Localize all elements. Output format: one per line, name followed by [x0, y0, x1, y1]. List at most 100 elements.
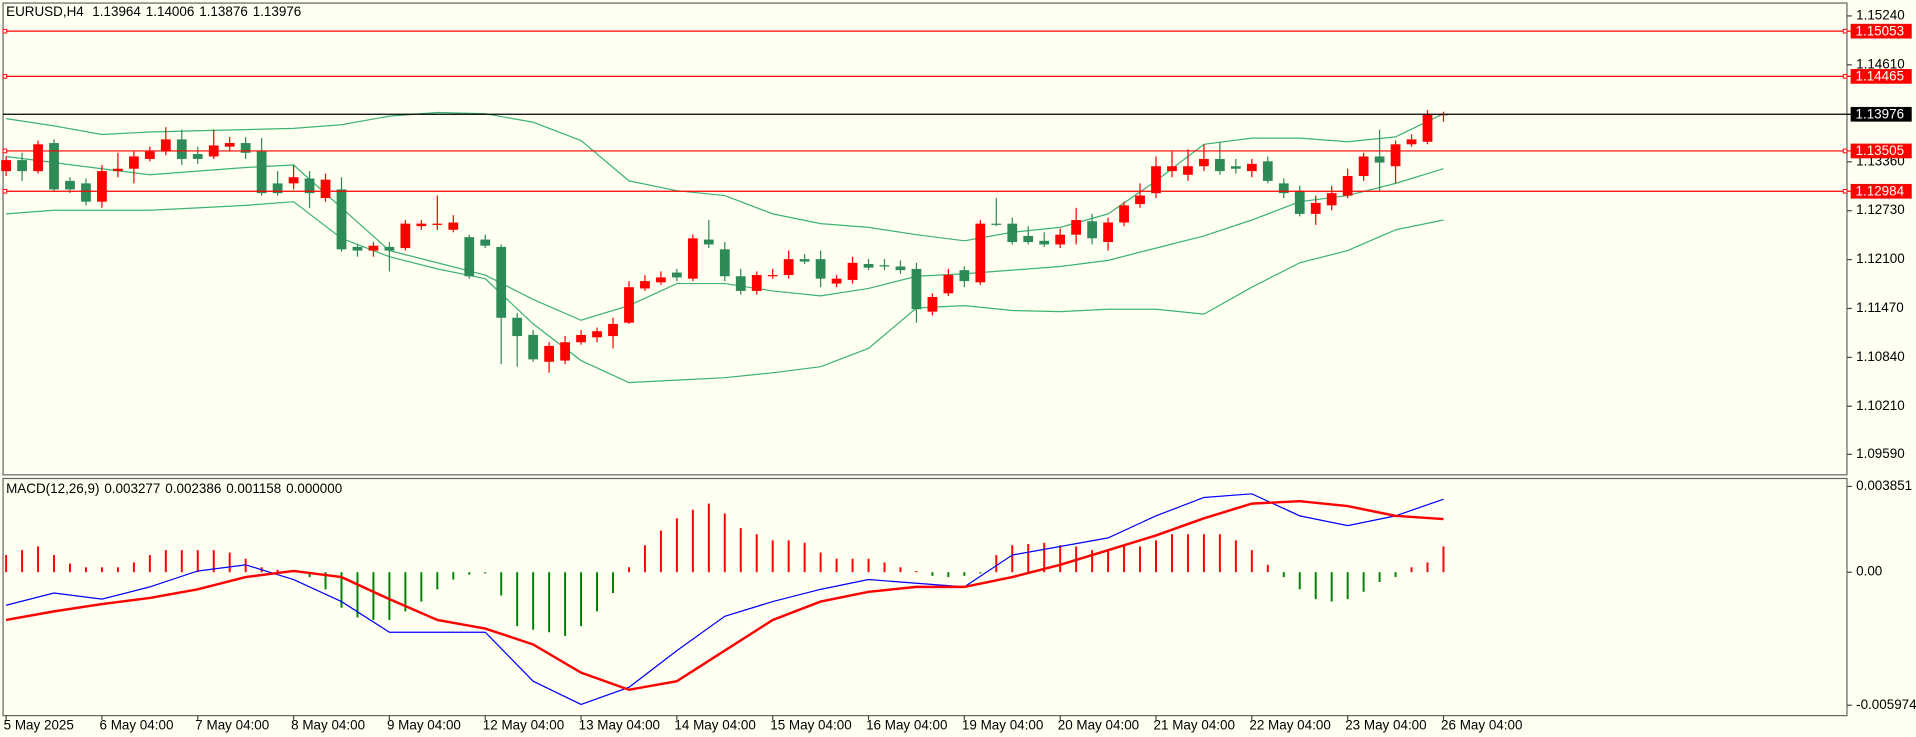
candle-body [176, 139, 187, 159]
x-tick-label: 5 May 2025 [4, 718, 74, 733]
candle-body [81, 183, 91, 202]
macd-signal-readout: 0.002386 [165, 480, 221, 495]
candle-body [1151, 166, 1161, 194]
x-tick-label: 22 May 04:00 [1249, 718, 1330, 733]
level-anchor [1842, 28, 1848, 34]
candle-body [1199, 158, 1209, 167]
candle-body [592, 331, 602, 338]
y-tick-label: 0.00 [1856, 564, 1882, 579]
candle-body [128, 156, 139, 169]
candle-body [352, 246, 363, 251]
candle-body [192, 154, 203, 159]
level-label: 1.12984 [1856, 183, 1905, 198]
x-tick-label: 13 May 04:00 [579, 718, 660, 733]
candle-body [1390, 144, 1401, 167]
candle-body [144, 151, 155, 159]
candle-body [1183, 166, 1193, 175]
y-tick-label: 1.12730 [1856, 202, 1905, 217]
candle-body [1374, 156, 1385, 163]
high-readout: 1.14006 [146, 4, 195, 19]
open-readout: 1.13964 [92, 4, 141, 19]
candle-body [384, 246, 395, 251]
candle-body [1278, 183, 1289, 194]
x-tick-label: 15 May 04:00 [770, 718, 851, 733]
x-tick-label: 26 May 04:00 [1441, 718, 1522, 733]
candle-body [656, 277, 666, 283]
candle-body [847, 262, 858, 280]
candle-body [560, 342, 570, 361]
candle-body [288, 177, 299, 184]
x-tick-label: 21 May 04:00 [1154, 718, 1235, 733]
close-readout: 1.13976 [253, 4, 302, 19]
x-tick-label: 23 May 04:00 [1345, 718, 1426, 733]
x-tick-label: 12 May 04:00 [483, 718, 564, 733]
x-tick-label: 16 May 04:00 [866, 718, 947, 733]
price-header: EURUSD,H4 1.13964 1.14006 1.13876 1.13976 [6, 4, 301, 19]
candle-body [17, 160, 27, 172]
candle-body [1230, 166, 1241, 169]
candle-body [496, 246, 507, 318]
macd-extra-readout: 0.000000 [286, 480, 342, 495]
macd-main-line [5, 493, 1444, 706]
macd-hist-readout: 0.001158 [226, 480, 281, 495]
low-readout: 1.13876 [199, 4, 248, 19]
bid-label: 1.13976 [1856, 106, 1905, 121]
candle-body [767, 275, 778, 277]
candle-body [368, 245, 379, 251]
candle-body [464, 237, 475, 277]
candle-body [224, 143, 235, 147]
candle-body [959, 270, 970, 282]
candle-body [831, 278, 842, 284]
candle-body [1135, 195, 1145, 205]
x-tick-label: 14 May 04:00 [674, 718, 755, 733]
candle-body [1119, 205, 1129, 223]
y-tick-label: 1.15240 [1856, 7, 1905, 22]
candle-body [863, 264, 874, 268]
candle-body [1, 160, 11, 172]
level-anchor [2, 74, 8, 79]
bid-label-box [1850, 106, 1912, 122]
x-tick-label: 9 May 04:00 [387, 718, 461, 733]
candle-body [1087, 221, 1098, 239]
candle-body [1214, 158, 1225, 172]
candle-body [719, 249, 730, 277]
y-tick-label: 1.11470 [1856, 300, 1904, 315]
candle-body [751, 275, 762, 291]
candle-body [671, 272, 682, 278]
candle-body [1294, 190, 1305, 214]
candle-body [1055, 234, 1066, 245]
candle-body [640, 281, 650, 289]
y-tick-label: 0.003851 [1856, 478, 1912, 493]
candle-body [528, 334, 539, 360]
y-tick-label: 1.10840 [1856, 349, 1905, 364]
y-tick-label: 1.09590 [1856, 446, 1905, 461]
x-tick-label: 7 May 04:00 [195, 718, 269, 733]
candle-body [544, 345, 555, 362]
candle-body [799, 259, 810, 262]
macd-panel-frame [2, 477, 1848, 717]
candle-body [608, 323, 618, 337]
candle-body [879, 265, 890, 267]
candle-body [927, 296, 938, 312]
level-anchor [1842, 74, 1848, 79]
level-label: 1.14465 [1856, 69, 1905, 84]
candle-body [1326, 193, 1337, 206]
candle-body [991, 223, 1002, 225]
level-label: 1.13505 [1856, 143, 1905, 158]
macd-signal-line [5, 499, 1444, 692]
y-tick-label: -0.005974 [1856, 697, 1916, 712]
candle-body [1422, 114, 1433, 142]
bollinger-lower [6, 201, 1444, 384]
level-label-box [1850, 69, 1912, 84]
y-tick-label: 1.12100 [1856, 251, 1905, 266]
candle-body [1358, 156, 1369, 177]
candle-body [160, 139, 171, 152]
macd-main-readout: 0.003277 [104, 480, 160, 495]
candle-body [576, 334, 586, 343]
x-tick-label: 8 May 04:00 [291, 718, 365, 733]
candle-body [400, 223, 411, 249]
price-panel-frame [2, 2, 1848, 476]
